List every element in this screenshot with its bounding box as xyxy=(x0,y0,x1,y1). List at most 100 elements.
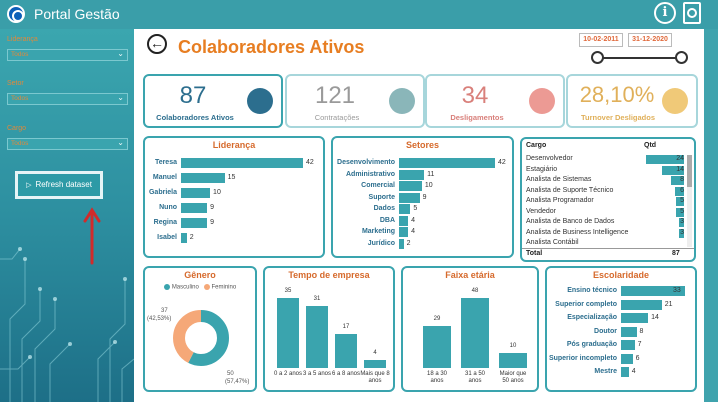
setores-bar[interactable] xyxy=(399,158,495,168)
escolaridade-bar-row[interactable]: Superior incompleto 6 xyxy=(547,353,695,364)
escolaridade-bar-row[interactable]: Doutor 8 xyxy=(547,326,695,337)
cargo-qtd-bar xyxy=(671,176,684,185)
setores-category-label: Comercial xyxy=(361,182,395,189)
setores-bar-row[interactable]: Administrativo 11 xyxy=(333,169,512,180)
escolaridade-bar[interactable] xyxy=(621,353,633,364)
cargo-table-row[interactable]: Analista de Suporte Técnico 6 xyxy=(526,186,686,197)
feminino-count: 37 xyxy=(161,308,168,314)
cargo-table-row[interactable]: Analista de Banco de Dados 3 xyxy=(526,218,686,228)
lideranca-value-label: 42 xyxy=(306,159,314,166)
faixa-category-label: Maior que 50 anos xyxy=(499,371,527,384)
date-slider-end-handle[interactable] xyxy=(675,51,688,64)
sidebar: Liderança Todos ⌄ Setor Todos ⌄ Cargo To… xyxy=(0,29,134,402)
back-arrow-icon[interactable]: ← xyxy=(147,34,167,54)
setores-bar-row[interactable]: DBA 4 xyxy=(333,215,512,226)
lideranca-value-label: 15 xyxy=(227,174,236,181)
cargo-name: Analista de Banco de Dados xyxy=(526,218,615,225)
feminino-slice[interactable] xyxy=(173,310,229,366)
cargo-table-row[interactable]: Estagiário 14 xyxy=(526,165,686,176)
cargo-table-row[interactable]: Analista de Business Intelligence 3 xyxy=(526,228,686,239)
filter-cargo-select[interactable]: Todos ⌄ xyxy=(7,138,128,150)
cargo-name: Analista de Sistemas xyxy=(526,176,592,183)
escolaridade-bar[interactable] xyxy=(621,299,662,310)
lideranca-value-label: 10 xyxy=(213,189,221,196)
filter-cargo-label: Cargo xyxy=(7,125,27,132)
lideranca-category-label: Gabriela xyxy=(148,189,177,196)
cargo-table-row[interactable]: Vendedor 5 xyxy=(526,207,686,218)
escolaridade-value-label: 4 xyxy=(631,368,636,375)
setores-bar[interactable] xyxy=(399,204,411,214)
escolaridade-bar-row[interactable]: Mestre 4 xyxy=(547,367,695,377)
genero-donut-chart[interactable] xyxy=(171,308,231,368)
setores-bar-row[interactable]: Jurídico 2 xyxy=(333,238,512,249)
setores-bar-row[interactable]: Suporte 9 xyxy=(333,192,512,203)
escolaridade-bar-row[interactable]: Superior completo 21 xyxy=(547,299,695,310)
escolaridade-bar[interactable] xyxy=(621,286,685,296)
tempo-bar[interactable] xyxy=(335,334,357,368)
faixa-bar[interactable] xyxy=(499,353,527,368)
info-icon[interactable]: i xyxy=(654,2,676,24)
lideranca-bar[interactable] xyxy=(181,173,225,183)
main-panel: ← Colaboradores Ativos 10-02-2011 31-12-… xyxy=(134,29,704,402)
tempo-bar[interactable] xyxy=(277,298,299,368)
setores-bar[interactable] xyxy=(399,238,404,249)
lideranca-bar[interactable] xyxy=(181,233,187,243)
lideranca-bar[interactable] xyxy=(181,218,208,228)
lideranca-bar[interactable] xyxy=(181,188,211,198)
setores-bar-row[interactable]: Dados 5 xyxy=(333,204,512,214)
lideranca-bar-row[interactable]: Regina 9 xyxy=(145,218,323,228)
chevron-down-icon: ⌄ xyxy=(117,93,124,102)
tempo-bar[interactable] xyxy=(364,360,386,368)
lideranca-bar-row[interactable]: Teresa 42 xyxy=(145,158,323,168)
cargo-table-row[interactable]: Analista de Sistemas 8 xyxy=(526,176,686,186)
setores-bar[interactable] xyxy=(399,227,409,237)
cargo-column-header[interactable]: Cargo xyxy=(526,142,547,149)
cargo-table-row[interactable]: Analista Programador 5 xyxy=(526,197,686,207)
setores-bar-row[interactable]: Comercial 10 xyxy=(333,181,512,191)
escolaridade-bar[interactable] xyxy=(621,313,649,323)
cargo-qtd-value: 3 xyxy=(680,228,684,236)
date-end[interactable]: 31-12-2020 xyxy=(628,33,672,47)
setores-bar[interactable] xyxy=(399,181,422,191)
setores-bar[interactable] xyxy=(399,192,420,203)
kpi-card-turnover[interactable]: 28,10% Turnover Desligados xyxy=(566,74,698,128)
date-start[interactable]: 10-02-2011 xyxy=(579,33,623,47)
lideranca-bar-row[interactable]: Isabel 2 xyxy=(145,233,323,243)
lideranca-bar[interactable] xyxy=(181,158,303,168)
cargo-scrollbar[interactable] xyxy=(687,155,692,247)
lideranca-bar-row[interactable]: Nuno 9 xyxy=(145,203,323,213)
report-search-icon[interactable] xyxy=(683,2,701,24)
tempo-category-label: 0 a 2 anos xyxy=(273,371,303,377)
escolaridade-bar-row[interactable]: Ensino técnico 33 xyxy=(547,286,695,296)
escolaridade-bar-row[interactable]: Pós graduação 7 xyxy=(547,340,695,350)
setores-bar[interactable] xyxy=(399,169,425,180)
setores-bar[interactable] xyxy=(399,215,409,226)
lideranca-bar-row[interactable]: Gabriela 10 xyxy=(145,188,323,198)
refresh-dataset-button[interactable]: ▷ Refresh dataset xyxy=(15,171,103,199)
faixa-bar[interactable] xyxy=(461,298,489,368)
kpi-card-desligamentos[interactable]: 34 Desligamentos xyxy=(425,74,565,128)
filter-cargo-value: Todos xyxy=(11,140,29,147)
qtd-column-header[interactable]: Qtd xyxy=(644,142,657,149)
genero-title: Gênero xyxy=(184,270,216,280)
setores-category-label: Dados xyxy=(373,205,395,212)
lideranca-bar-row[interactable]: Manuel 15 xyxy=(145,173,323,183)
tempo-bar[interactable] xyxy=(306,306,328,368)
kpi-card-contratacoes[interactable]: 121 Contratações xyxy=(285,74,425,128)
faixa-bar[interactable] xyxy=(423,325,451,368)
cargo-table-row[interactable]: Analista Contábil xyxy=(526,239,686,249)
filter-lideranca-select[interactable]: Todos ⌄ xyxy=(7,49,128,61)
escolaridade-bar[interactable] xyxy=(621,326,637,337)
escolaridade-value-label: 6 xyxy=(635,354,640,362)
setores-bar-row[interactable]: Marketing 4 xyxy=(333,227,512,237)
setores-bar-row[interactable]: Desenvolvimento 42 xyxy=(333,158,512,168)
date-slider-track[interactable] xyxy=(597,57,681,59)
date-slider-start-handle[interactable] xyxy=(591,51,604,64)
escolaridade-bar-row[interactable]: Especialização 14 xyxy=(547,313,695,323)
cargo-table-row[interactable]: Desenvolvedor 24 xyxy=(526,155,686,165)
lideranca-bar[interactable] xyxy=(181,203,208,213)
filter-setor-select[interactable]: Todos ⌄ xyxy=(7,93,128,105)
kpi-card-colaboradores[interactable]: 87 Colaboradores Ativos xyxy=(143,74,283,128)
escolaridade-bar[interactable] xyxy=(621,367,629,377)
escolaridade-bar[interactable] xyxy=(621,340,635,350)
